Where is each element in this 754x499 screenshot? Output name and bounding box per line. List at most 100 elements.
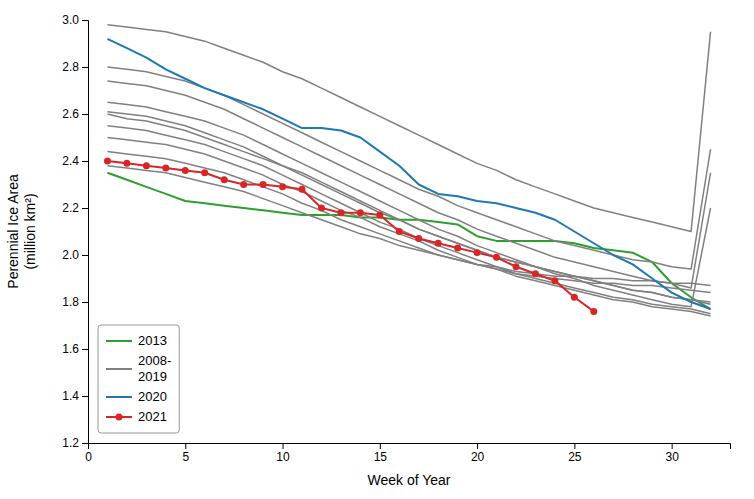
x-tick-mark <box>185 443 186 449</box>
x-tick-label: 0 <box>85 450 92 464</box>
legend-label: 2021 <box>138 409 167 424</box>
y-tick: 1.2 <box>62 436 88 450</box>
y-tick-mark <box>82 20 88 21</box>
y-tick-mark <box>82 396 88 397</box>
y-tick: 2.2 <box>62 201 88 215</box>
y-tick-mark <box>82 67 88 68</box>
y-tick-mark <box>82 114 88 115</box>
series-marker <box>415 235 422 242</box>
y-tick: 1.4 <box>62 389 88 403</box>
legend-label-line: 2013 <box>138 333 167 348</box>
x-tick-mark <box>672 443 673 449</box>
x-tick-mark <box>574 443 575 449</box>
series-marker <box>182 167 189 174</box>
legend-swatch <box>106 368 132 370</box>
legend-swatch <box>106 396 132 398</box>
y-tick-label: 2.0 <box>62 248 79 262</box>
y-tick-mark <box>82 302 88 303</box>
series-marker <box>376 212 383 219</box>
series-marker <box>104 158 111 165</box>
series-marker <box>357 209 364 216</box>
y-tick-label: 1.2 <box>62 436 79 450</box>
series-marker <box>318 205 325 212</box>
series-line <box>107 102 710 306</box>
series-marker <box>571 294 578 301</box>
y-tick: 1.8 <box>62 295 88 309</box>
legend-label: 2008-2019 <box>138 353 171 384</box>
series-line <box>107 112 710 302</box>
y-tick-label: 2.8 <box>62 60 79 74</box>
y-tick-label: 2.2 <box>62 201 79 215</box>
legend-item: 2021 <box>106 409 167 424</box>
series-marker <box>240 181 247 188</box>
series-line <box>107 25 710 232</box>
series-marker <box>454 244 461 251</box>
x-tick: 10 <box>276 443 290 464</box>
series-line <box>107 67 710 269</box>
series-marker <box>299 186 306 193</box>
series-marker <box>221 176 228 183</box>
series-line <box>107 173 710 309</box>
x-tick: 30 <box>665 443 679 464</box>
plot: 0 5 10 15 20 25 30 1.2 1.4 1.6 1.8 2.0 2.2 2.4 2.6 2.8 3… <box>5 13 731 488</box>
series-line <box>107 39 710 309</box>
y-tick: 2.8 <box>62 60 88 74</box>
x-tick: 20 <box>471 443 485 464</box>
y-tick: 2.6 <box>62 107 88 121</box>
x-tick-mark <box>380 443 381 449</box>
y-tick: 2.4 <box>62 154 88 168</box>
legend-item: 2013 <box>106 333 167 348</box>
x-axis-line <box>89 444 731 450</box>
y-tick-mark <box>82 161 88 162</box>
x-tick: 0 <box>85 443 92 464</box>
series-marker <box>551 277 558 284</box>
series-line <box>107 114 710 304</box>
series-line <box>107 81 710 288</box>
series-marker <box>435 240 442 247</box>
x-tick: 5 <box>182 443 189 464</box>
legend-label-line: 2020 <box>138 389 167 404</box>
y-tick-label: 1.4 <box>62 389 79 403</box>
x-axis-title: Week of Year <box>367 472 450 488</box>
y-axis-title-line: (million km²) <box>22 193 38 269</box>
legend-item: 2020 <box>106 389 167 404</box>
series-marker <box>143 162 150 169</box>
y-tick-label: 2.4 <box>62 154 79 168</box>
y-tick: 3.0 <box>62 13 88 27</box>
x-tick: 15 <box>374 443 388 464</box>
series-line <box>107 126 710 314</box>
y-tick-mark <box>82 349 88 350</box>
y-axis-line <box>82 21 89 444</box>
x-tick-mark <box>477 443 478 449</box>
y-tick: 1.6 <box>62 342 88 356</box>
x-tick: 25 <box>568 443 582 464</box>
x-tick-label: 30 <box>665 450 679 464</box>
marks <box>104 25 711 316</box>
legend-label-line: 2008- <box>138 353 171 368</box>
y-axis-title-line: Perennial Ice Area <box>5 174 21 289</box>
y-tick-label: 1.6 <box>62 342 79 356</box>
x-tick-label: 10 <box>276 450 290 464</box>
series-marker <box>532 270 539 277</box>
series-marker <box>337 209 344 216</box>
x-tick-label: 15 <box>374 450 388 464</box>
series-marker <box>396 228 403 235</box>
y-tick-mark <box>82 443 88 444</box>
y-tick-label: 1.8 <box>62 295 79 309</box>
y-axis: 1.2 1.4 1.6 1.8 2.0 2.2 2.4 2.6 2.8 3.0 <box>62 13 88 450</box>
legend-marker <box>116 414 123 421</box>
chart: 0 5 10 15 20 25 30 1.2 1.4 1.6 1.8 2.0 2.2 2.4 2.6 2.8 3… <box>0 0 754 499</box>
legend-label: 2020 <box>138 389 167 404</box>
y-tick: 2.0 <box>62 248 88 262</box>
series-marker <box>162 165 169 172</box>
series-line <box>107 166 710 286</box>
series-marker <box>590 308 597 315</box>
x-axis: 0 5 10 15 20 25 30 <box>85 443 730 464</box>
series-marker <box>260 181 267 188</box>
series-marker <box>513 263 520 270</box>
legend-item: 2008-2019 <box>106 353 171 384</box>
series-marker <box>474 249 481 256</box>
legend-swatch <box>106 340 132 342</box>
series-marker <box>123 160 130 167</box>
y-tick-mark <box>82 208 88 209</box>
